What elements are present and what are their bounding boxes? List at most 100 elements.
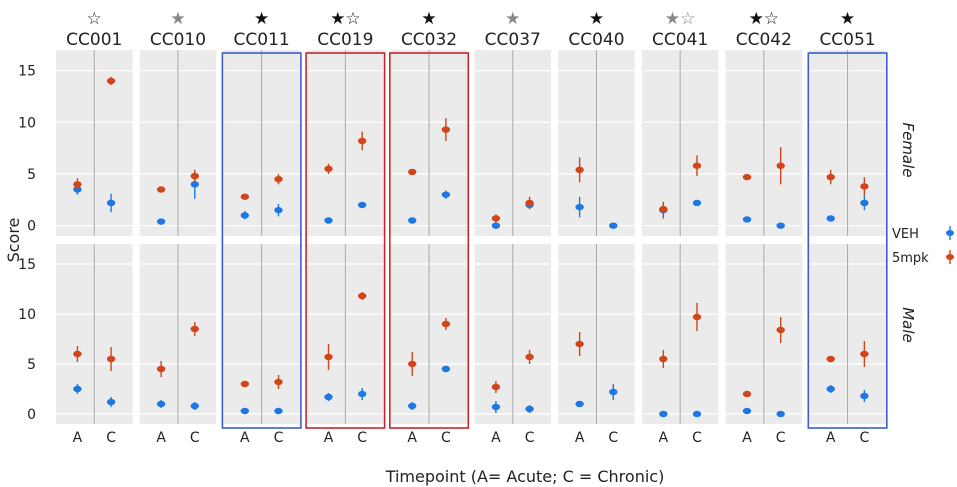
- data-point: [106, 398, 116, 406]
- y-tick-label: 0: [27, 219, 36, 235]
- data-point: [692, 313, 702, 321]
- strain-label: CC019: [317, 30, 373, 50]
- x-tick-label: A: [156, 430, 166, 446]
- data-point: [776, 410, 785, 418]
- facet-row-label-female: Female: [899, 122, 917, 177]
- x-tick-label: A: [240, 430, 250, 446]
- data-point: [408, 168, 417, 176]
- data-point: [408, 360, 417, 368]
- data-point: [491, 403, 501, 411]
- significance-marker: ★☆: [665, 9, 695, 29]
- data-point: [190, 325, 199, 333]
- y-tick-label: 15: [18, 64, 36, 80]
- y-tick-label: 0: [27, 407, 36, 423]
- x-tick-label: C: [776, 430, 786, 446]
- data-point: [441, 126, 451, 133]
- data-point: [575, 400, 584, 408]
- data-point: [357, 137, 367, 145]
- data-point: [525, 199, 534, 207]
- data-point: [609, 388, 618, 396]
- data-point: [441, 191, 451, 198]
- data-point: [190, 172, 199, 180]
- x-tick-label: A: [659, 430, 669, 446]
- strain-label: CC032: [401, 30, 457, 50]
- significance-marker: ★: [254, 9, 269, 29]
- x-tick-label: A: [73, 430, 83, 446]
- data-point: [575, 166, 584, 174]
- data-point: [692, 199, 702, 207]
- data-point: [190, 402, 199, 410]
- data-point: [860, 392, 869, 400]
- highlight-box: [388, 52, 470, 429]
- strain-label: CC037: [485, 30, 541, 50]
- strain-label: CC010: [150, 30, 206, 50]
- data-point: [491, 222, 501, 229]
- data-point: [408, 217, 417, 224]
- x-tick-label: C: [190, 430, 200, 446]
- x-tick-label: C: [525, 430, 535, 446]
- y-tick-label: 5: [27, 167, 36, 183]
- legend-key-point: [946, 254, 954, 260]
- data-point: [692, 162, 702, 169]
- data-point: [240, 193, 250, 200]
- significance-marker: ★: [840, 9, 855, 29]
- data-marks: [73, 76, 869, 418]
- data-point: [324, 217, 333, 224]
- data-point: [826, 385, 835, 393]
- data-point: [156, 186, 166, 193]
- legend-label-veh: VEH: [892, 227, 919, 242]
- data-point: [441, 320, 451, 328]
- data-point: [575, 203, 584, 211]
- legend: VEH 5mpk: [892, 226, 954, 266]
- strain-label: CC011: [234, 30, 290, 50]
- data-point: [525, 405, 534, 413]
- significance-marker: ★: [505, 9, 520, 29]
- data-point: [274, 175, 283, 183]
- data-point: [357, 292, 367, 300]
- x-tick-label: A: [491, 430, 501, 446]
- data-point: [73, 350, 82, 358]
- data-point: [575, 340, 584, 348]
- data-point: [860, 350, 869, 358]
- data-point: [156, 400, 166, 408]
- data-point: [190, 181, 199, 188]
- x-tick-label: C: [357, 430, 367, 446]
- significance-marker: ☆: [87, 9, 102, 29]
- data-point: [659, 410, 668, 418]
- data-point: [240, 380, 250, 388]
- x-tick-label: C: [106, 430, 116, 446]
- data-point: [742, 173, 752, 181]
- x-tick-label: A: [324, 430, 334, 446]
- data-point: [274, 407, 283, 415]
- data-point: [324, 165, 333, 173]
- significance-marker: ★: [170, 9, 185, 29]
- data-point: [274, 378, 283, 386]
- data-point: [491, 215, 501, 222]
- data-point: [73, 181, 82, 188]
- data-point: [659, 205, 668, 213]
- x-tick-label: A: [407, 430, 417, 446]
- labels: Score Timepoint (A= Acute; C = Chronic) …: [4, 122, 917, 486]
- y-tick-label: 15: [18, 257, 36, 273]
- data-point: [357, 201, 367, 209]
- data-point: [408, 402, 417, 410]
- x-tick-label: C: [274, 430, 284, 446]
- data-point: [742, 390, 752, 398]
- data-point: [525, 353, 534, 361]
- y-tick-label: 10: [18, 307, 36, 323]
- data-point: [692, 410, 702, 418]
- data-point: [742, 216, 752, 223]
- significance-marker: ★☆: [749, 9, 779, 29]
- strain-label: CC041: [652, 30, 708, 50]
- x-tick-label: A: [742, 430, 752, 446]
- data-point: [324, 353, 333, 361]
- data-point: [240, 407, 250, 415]
- highlight-box: [305, 52, 386, 429]
- y-axis-label: Score: [4, 218, 23, 263]
- significance-marker: ★: [421, 9, 436, 29]
- data-point: [357, 390, 367, 398]
- data-point: [106, 199, 116, 207]
- significance-marker: ★: [589, 9, 604, 29]
